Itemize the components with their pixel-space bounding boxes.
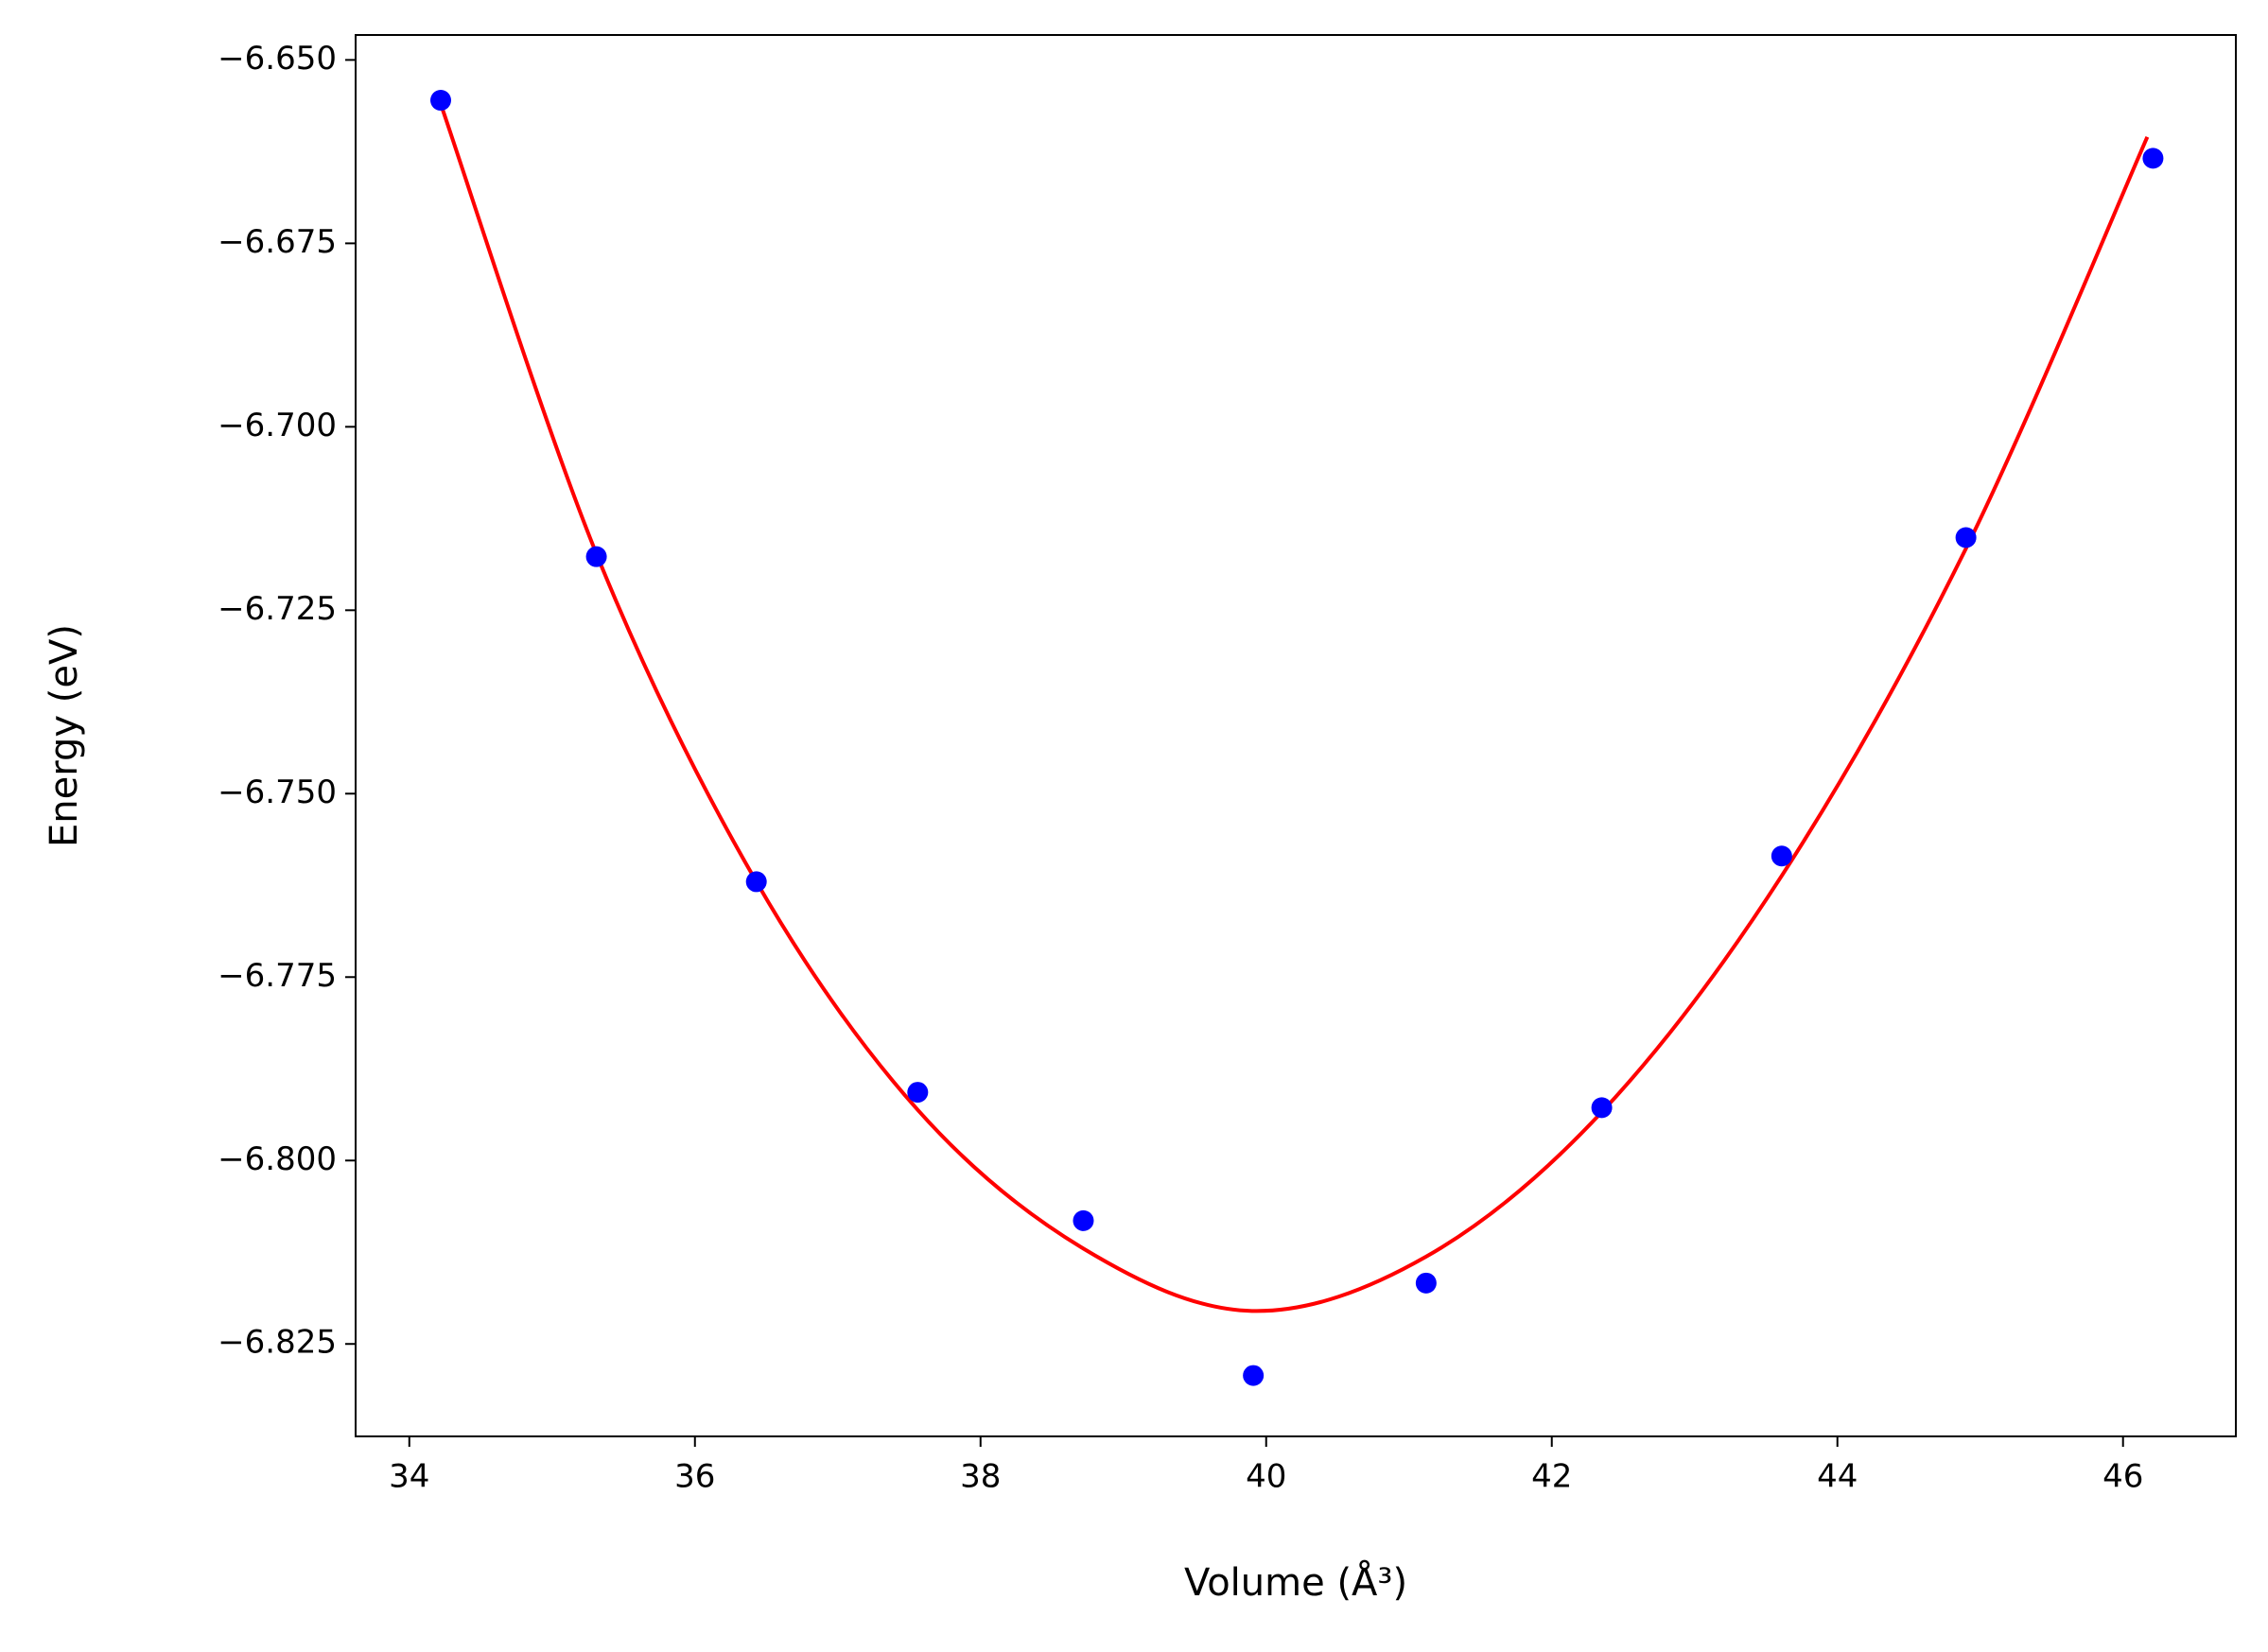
plot-frame bbox=[355, 34, 2237, 1437]
data-point bbox=[1771, 845, 1792, 867]
fit-line bbox=[439, 103, 2150, 1313]
x-axis-label: Volume (Å³) bbox=[1184, 1559, 1407, 1605]
x-tick-label: 34 bbox=[389, 1458, 429, 1496]
x-tick-label: 46 bbox=[2102, 1458, 2143, 1496]
y-axis-label: Energy (eV) bbox=[43, 624, 86, 847]
x-tick-label: 42 bbox=[1531, 1458, 1572, 1496]
x-tick-label: 36 bbox=[674, 1458, 715, 1496]
y-tick-label: −6.775 bbox=[218, 957, 337, 995]
data-point bbox=[429, 90, 451, 112]
y-tick-label: −6.725 bbox=[218, 590, 337, 628]
data-point bbox=[1591, 1097, 1613, 1119]
data-point bbox=[585, 546, 607, 567]
x-tick-label: 44 bbox=[1817, 1458, 1858, 1496]
y-tick-label: −6.675 bbox=[218, 223, 337, 261]
x-tick-label: 38 bbox=[960, 1458, 1001, 1496]
y-tick-label: −6.650 bbox=[218, 40, 337, 78]
data-point bbox=[907, 1082, 929, 1104]
y-tick-label: −6.750 bbox=[218, 774, 337, 811]
data-point bbox=[1955, 527, 1977, 548]
data-point bbox=[1243, 1365, 1265, 1386]
data-point bbox=[1073, 1209, 1094, 1231]
y-tick-label: −6.825 bbox=[218, 1324, 337, 1362]
data-point bbox=[1415, 1272, 1437, 1294]
y-tick-label: −6.800 bbox=[218, 1140, 337, 1178]
x-tick-label: 40 bbox=[1246, 1458, 1286, 1496]
data-point bbox=[2142, 148, 2164, 169]
data-point bbox=[745, 871, 767, 893]
y-tick-label: −6.700 bbox=[218, 407, 337, 444]
